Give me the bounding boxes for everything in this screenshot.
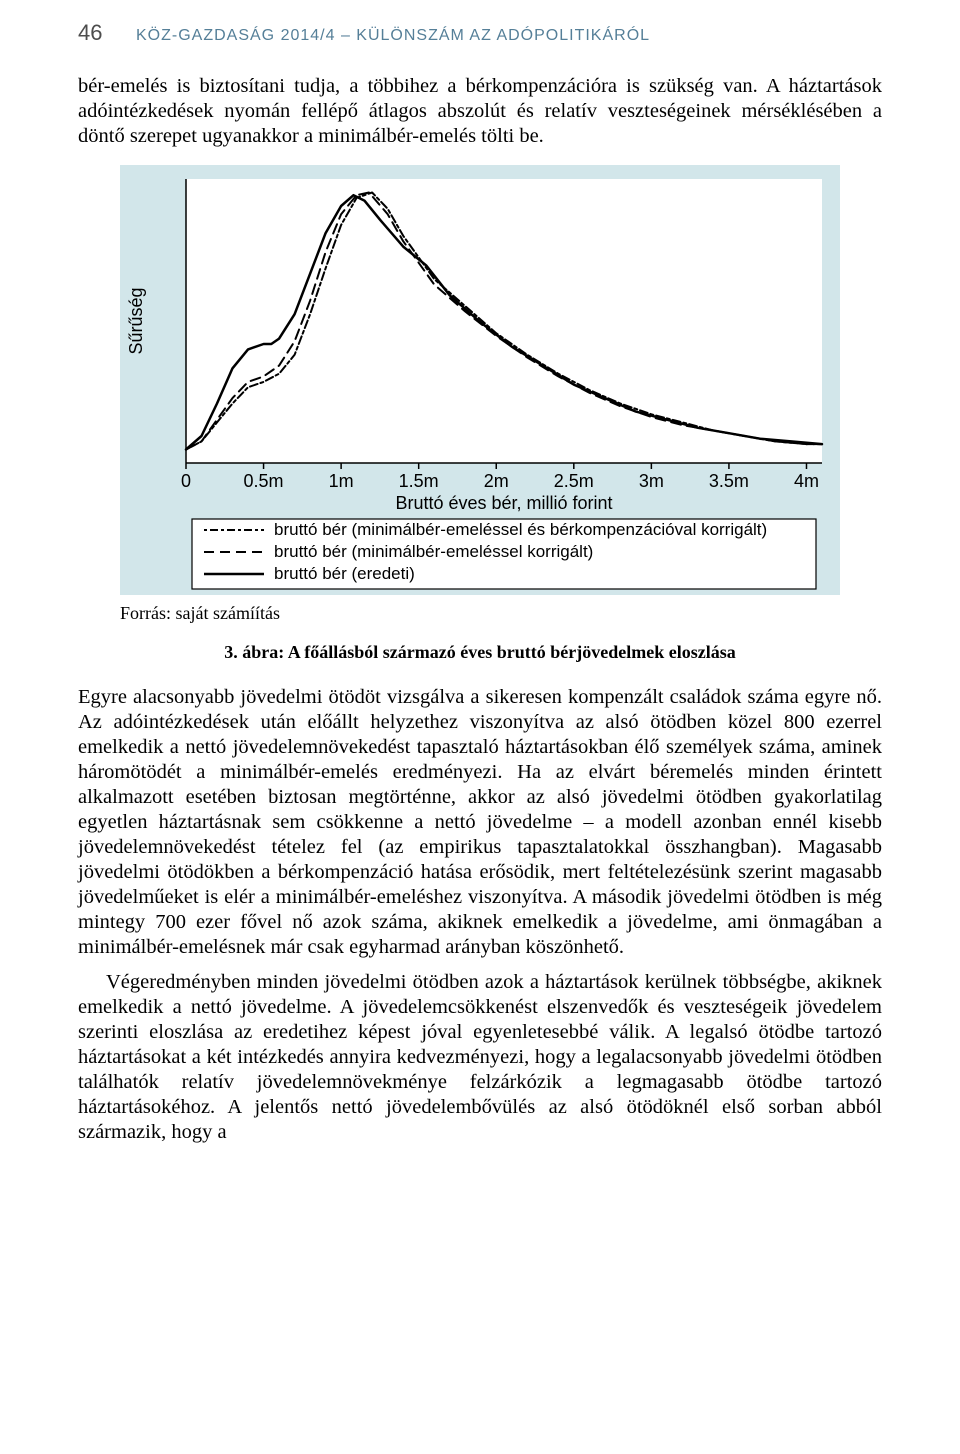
svg-text:2.5m: 2.5m	[554, 471, 594, 491]
svg-text:Bruttó éves bér, millió forint: Bruttó éves bér, millió forint	[395, 493, 612, 513]
paragraph-1: bér-emelés is biztosítani tudja, a többi…	[78, 74, 882, 149]
page-number: 46	[78, 20, 136, 46]
svg-text:0.5m: 0.5m	[244, 471, 284, 491]
figure-3: 0 0.5m 1m 1.5m 2m 2.5m 3m 3.5m 4m Bruttó éves bér…	[78, 165, 882, 595]
svg-text:4m: 4m	[794, 471, 819, 491]
header-title: KÖZ-GAZDASÁG 2014/4 – KÜLÖNSZÁM AZ ADÓPO…	[136, 27, 650, 45]
paragraph-2: Egyre alacsonyabb jövedelmi ötödöt vizsg…	[78, 685, 882, 960]
paragraph-3: Végeredményben minden jövedelmi ötödben …	[78, 970, 882, 1145]
page: 46 KÖZ-GAZDASÁG 2014/4 – KÜLÖNSZÁM AZ AD…	[0, 0, 960, 1454]
svg-text:3m: 3m	[639, 471, 664, 491]
svg-text:Sűrűség: Sűrűség	[126, 287, 146, 354]
page-header: 46 KÖZ-GAZDASÁG 2014/4 – KÜLÖNSZÁM AZ AD…	[78, 20, 882, 46]
svg-text:2m: 2m	[484, 471, 509, 491]
svg-text:bruttó bér (eredeti): bruttó bér (eredeti)	[274, 564, 415, 583]
density-chart: 0 0.5m 1m 1.5m 2m 2.5m 3m 3.5m 4m Bruttó éves bér…	[120, 165, 840, 595]
svg-text:1.5m: 1.5m	[399, 471, 439, 491]
svg-text:bruttó bér (minimálbér-emeléss: bruttó bér (minimálbér-emeléssel korrigá…	[274, 542, 593, 561]
figure-caption: 3. ábra: A főállásból származó éves brut…	[78, 642, 882, 663]
svg-text:1m: 1m	[329, 471, 354, 491]
figure-source: Forrás: saját számíítás	[120, 603, 882, 624]
svg-text:3.5m: 3.5m	[709, 471, 749, 491]
svg-text:0: 0	[181, 471, 191, 491]
svg-text:bruttó bér (minimálbér-emeléss: bruttó bér (minimálbér-emeléssel és bérk…	[274, 520, 767, 539]
